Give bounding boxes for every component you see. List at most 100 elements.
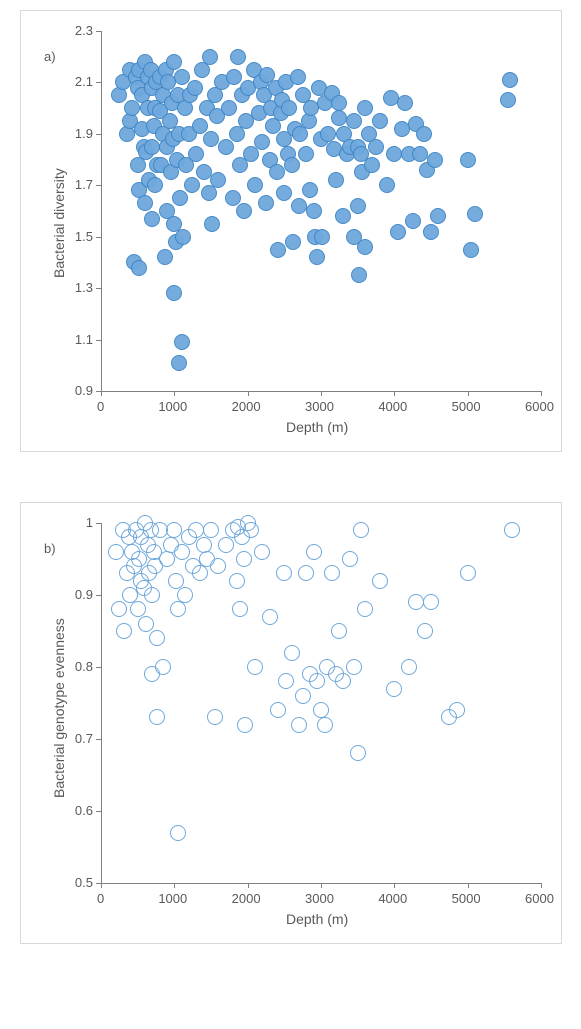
x-tick-label: 1000 — [158, 399, 187, 414]
data-point — [390, 224, 406, 240]
data-point — [335, 673, 351, 689]
data-point — [155, 659, 171, 675]
data-point — [137, 195, 153, 211]
y-tick-label: 1.9 — [75, 126, 93, 141]
data-point — [405, 213, 421, 229]
data-point — [324, 565, 340, 581]
data-point — [331, 623, 347, 639]
y-tick-label: 0.8 — [75, 659, 93, 674]
data-point — [124, 100, 140, 116]
data-point — [230, 49, 246, 65]
y-tick-mark — [96, 237, 101, 238]
data-point — [298, 146, 314, 162]
x-axis-label: Depth (m) — [286, 419, 348, 435]
data-point — [430, 208, 446, 224]
data-point — [175, 229, 191, 245]
data-point — [401, 659, 417, 675]
data-point — [111, 601, 127, 617]
data-point — [218, 139, 234, 155]
data-point — [463, 242, 479, 258]
y-tick-label: 1.7 — [75, 177, 93, 192]
data-point — [203, 131, 219, 147]
data-point — [460, 565, 476, 581]
y-tick-mark — [96, 340, 101, 341]
x-tick-label: 3000 — [305, 399, 334, 414]
panel-a: a) 0.91.11.31.51.71.92.12.30100020003000… — [20, 10, 562, 452]
data-point — [423, 594, 439, 610]
y-tick-label: 1.5 — [75, 229, 93, 244]
y-tick-label: 2.1 — [75, 74, 93, 89]
y-tick-label: 0.6 — [75, 803, 93, 818]
data-point — [284, 645, 300, 661]
data-point — [383, 90, 399, 106]
data-point — [276, 565, 292, 581]
x-tick-label: 1000 — [158, 891, 187, 906]
y-tick-label: 1 — [86, 515, 93, 530]
y-tick-mark — [96, 288, 101, 289]
data-point — [192, 565, 208, 581]
data-point — [170, 825, 186, 841]
y-tick-label: 0.7 — [75, 731, 93, 746]
data-point — [149, 630, 165, 646]
y-tick-label: 0.5 — [75, 875, 93, 890]
y-tick-mark — [96, 134, 101, 135]
data-point — [138, 616, 154, 632]
data-point — [243, 146, 259, 162]
data-point — [412, 146, 428, 162]
data-point — [144, 211, 160, 227]
x-tick-mark — [321, 391, 322, 396]
y-tick-label: 2.3 — [75, 23, 93, 38]
y-tick-mark — [96, 667, 101, 668]
data-point — [394, 121, 410, 137]
data-point — [317, 717, 333, 733]
data-point — [270, 242, 286, 258]
data-point — [204, 216, 220, 232]
data-point — [262, 609, 278, 625]
data-point — [131, 551, 147, 567]
y-tick-label: 1.3 — [75, 280, 93, 295]
data-point — [247, 177, 263, 193]
data-point — [269, 164, 285, 180]
data-point — [171, 355, 187, 371]
x-tick-label: 4000 — [378, 399, 407, 414]
data-point — [314, 229, 330, 245]
data-point — [203, 522, 219, 538]
x-tick-mark — [174, 883, 175, 888]
data-point — [188, 146, 204, 162]
data-point — [353, 522, 369, 538]
data-point — [502, 72, 518, 88]
y-tick-label: 0.9 — [75, 383, 93, 398]
y-axis — [101, 31, 102, 391]
data-point — [152, 522, 168, 538]
data-point — [237, 717, 253, 733]
data-point — [504, 522, 520, 538]
data-point — [357, 239, 373, 255]
data-point — [290, 69, 306, 85]
data-point — [168, 573, 184, 589]
data-point — [232, 601, 248, 617]
data-point — [108, 544, 124, 560]
y-tick-mark — [96, 523, 101, 524]
data-point — [295, 688, 311, 704]
data-point — [236, 551, 252, 567]
data-point — [427, 152, 443, 168]
x-tick-label: 5000 — [452, 399, 481, 414]
data-point — [166, 522, 182, 538]
x-tick-label: 4000 — [378, 891, 407, 906]
data-point — [350, 745, 366, 761]
data-point — [284, 157, 300, 173]
data-point — [379, 177, 395, 193]
x-tick-mark — [101, 883, 102, 888]
data-point — [417, 623, 433, 639]
x-tick-mark — [174, 391, 175, 396]
data-point — [144, 587, 160, 603]
x-tick-label: 3000 — [305, 891, 334, 906]
x-tick-mark — [248, 391, 249, 396]
x-tick-mark — [394, 391, 395, 396]
data-point — [243, 522, 259, 538]
data-point — [210, 172, 226, 188]
data-point — [281, 100, 297, 116]
data-point — [196, 164, 212, 180]
data-point — [202, 49, 218, 65]
panel-a-label: a) — [44, 49, 56, 64]
